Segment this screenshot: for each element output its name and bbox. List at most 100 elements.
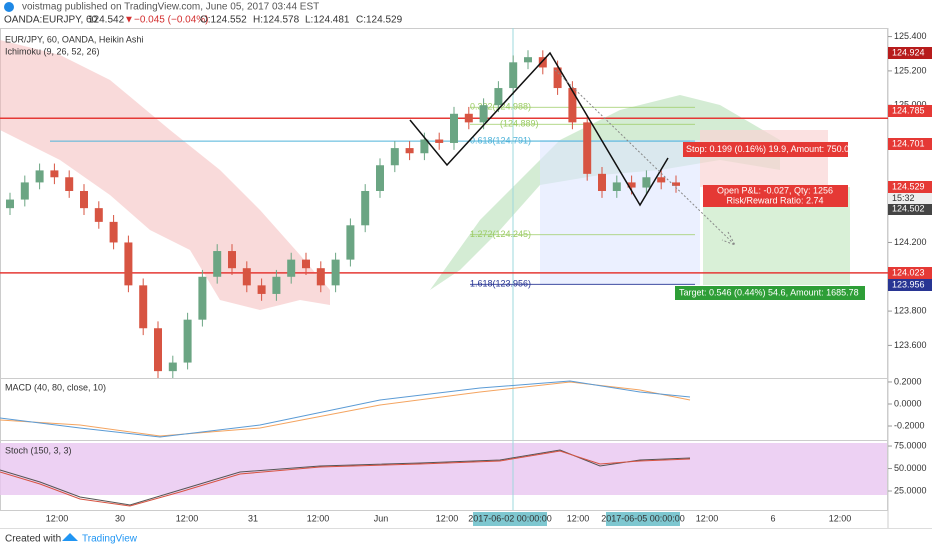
y-tick-label: 125.200	[894, 65, 927, 75]
candle-body	[213, 251, 222, 277]
projection-arrow	[554, 69, 737, 246]
candle-body	[80, 190, 88, 209]
low: L:124.481	[305, 15, 350, 26]
price-label-box	[888, 138, 932, 150]
x-tick-label: 12:00	[567, 513, 590, 523]
x-tick-label: 12:00	[176, 513, 199, 523]
price-label-box	[888, 279, 932, 291]
stoch-title: Stoch (150, 3, 3)	[5, 445, 72, 455]
countdown: 15:32	[892, 193, 915, 203]
candle-body	[65, 177, 74, 191]
candle-body	[642, 177, 651, 188]
stoch-k	[0, 449, 691, 506]
candle-body	[272, 276, 281, 294]
candle-body	[20, 182, 29, 200]
rr-text: Risk/Reward Ratio: 2.74	[726, 195, 823, 205]
candle-body	[361, 190, 370, 226]
candle-body	[109, 221, 118, 243]
candle-body	[316, 268, 325, 286]
candle-body	[390, 148, 399, 166]
price-label-box	[888, 203, 932, 215]
candle-body	[583, 122, 592, 174]
y-tick-label: 124.200	[894, 237, 927, 247]
candle-body	[420, 139, 429, 154]
fib-label: 1.618(123.956)	[470, 279, 531, 289]
stop-text: Stop: 0.199 (0.16%) 19.9, Amount: 750.06	[686, 144, 854, 154]
price-label-box	[888, 47, 932, 59]
y-tick-label: 0.0000	[894, 398, 922, 408]
x-tick-label: Jun	[374, 513, 389, 523]
candle-body	[124, 242, 133, 286]
footer-brand: TradingView	[82, 534, 138, 545]
price-label: 124.502	[892, 203, 925, 213]
candle-body	[657, 177, 666, 183]
y-tick-label: 123.800	[894, 305, 927, 315]
candle-body	[376, 165, 384, 191]
price-label-box	[888, 267, 932, 279]
candle-body	[257, 285, 266, 294]
y-tick-label: 25.0000	[894, 485, 927, 495]
time-highlight	[473, 512, 547, 526]
plot: 125.400 125.200 125.000 124.200 123.800 123.6…	[0, 28, 932, 528]
pattern-zigzag	[409, 51, 669, 207]
avatar	[4, 2, 14, 12]
candle-body	[242, 268, 251, 286]
high: H:124.578	[253, 15, 300, 26]
open: O:124.552	[200, 15, 247, 26]
y-tick-label: 125.000	[894, 100, 927, 110]
last-price: 124.542	[88, 15, 125, 26]
x-tick-label: 12:00	[46, 513, 69, 523]
price-label: 124.023	[892, 267, 925, 277]
stoch-d	[0, 450, 691, 507]
candle-body	[331, 259, 340, 286]
candle-body	[479, 105, 488, 123]
candle-body	[464, 113, 473, 123]
time-highlight	[606, 512, 680, 526]
candle-body	[598, 173, 606, 191]
x-tick-label: 2017-06-02 00:00:00	[468, 513, 552, 523]
pnl-text: Open P&L: -0.027, Qty: 1256	[717, 185, 833, 195]
candle-body	[553, 67, 562, 89]
candle-body	[509, 62, 518, 89]
candle-body	[435, 139, 444, 143]
candle-body	[302, 259, 310, 269]
y-tick-label: 123.600	[894, 340, 927, 350]
arrow: ▼	[124, 15, 134, 26]
y-tick-label: 75.0000	[894, 440, 927, 450]
symbol: OANDA:EURJPY, 60	[4, 15, 98, 26]
candle-body	[538, 57, 547, 68]
footer-created: Created with	[5, 534, 61, 545]
candle-body	[50, 170, 59, 178]
brand-logo	[62, 533, 78, 541]
stoch-band	[0, 443, 887, 495]
pattern-zone	[540, 140, 700, 285]
candle-body	[346, 225, 355, 260]
y-tick-label: 125.400	[894, 31, 927, 41]
pnl-box	[703, 185, 848, 207]
x-tick-label: 12:00	[696, 513, 719, 523]
stop-zone	[700, 130, 828, 187]
y-tick-label: 50.0000	[894, 463, 927, 473]
target-box	[675, 286, 865, 300]
macd-signal	[0, 381, 691, 437]
price-label: 124.785	[892, 105, 925, 115]
candle-body	[287, 259, 296, 277]
candle-body	[94, 208, 103, 222]
countdown-box	[888, 193, 932, 204]
x-tick-label: 2017-06-05 00:00:00	[601, 513, 685, 523]
candle-body	[450, 113, 458, 143]
candle-body	[405, 148, 414, 154]
candle-body	[612, 182, 621, 191]
fib-label: (124.889)	[500, 119, 539, 129]
price-label: 124.529	[892, 181, 925, 191]
candle-body	[35, 170, 44, 183]
x-tick-label: 12:00	[829, 513, 852, 523]
fib-label: 0.618(124.791)	[470, 135, 531, 145]
stop-box	[683, 142, 848, 157]
y-tick-label: 0.2000	[894, 376, 922, 386]
chart-title: EUR/JPY, 60, OANDA, Heikin Ashi	[5, 34, 143, 44]
candle-body	[627, 182, 636, 188]
candle-body	[494, 88, 503, 106]
close: C:124.529	[356, 15, 403, 26]
